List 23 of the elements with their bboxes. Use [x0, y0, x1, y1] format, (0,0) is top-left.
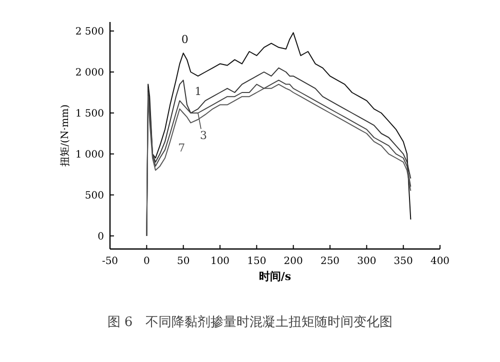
y-tick-label: 500 [84, 190, 104, 202]
y-tick-label: 2 000 [75, 67, 104, 78]
x-tick-label: 400 [430, 256, 450, 267]
y-tick-label: 0 [98, 231, 104, 242]
x-axis-title: 时间/s [258, 270, 292, 283]
x-tick-label: 50 [176, 256, 190, 267]
caption: 图 6 不同降黏剂掺量时混凝土扭矩随时间变化图 [107, 314, 393, 330]
x-tick-label: 350 [394, 256, 413, 267]
series-label: 7 [178, 142, 186, 155]
y-axis-title: 扭矩/(N·mm) [59, 104, 71, 167]
series-label: 0 [181, 33, 188, 46]
x-tick-label: 200 [284, 256, 303, 267]
x-tick-label: 300 [357, 256, 376, 267]
legend-label: 3 [200, 128, 207, 142]
y-tick-label: 1 000 [75, 149, 104, 160]
x-tick-label: 250 [320, 256, 340, 267]
x-tick-label: 0 [143, 256, 150, 267]
x-tick-label: -50 [102, 256, 118, 267]
x-tick-label: 100 [210, 256, 230, 267]
series-label: 1 [194, 84, 202, 98]
y-tick-label: 2 500 [75, 26, 104, 38]
y-tick-label: 1 500 [75, 108, 104, 120]
x-tick-label: 150 [247, 256, 266, 267]
